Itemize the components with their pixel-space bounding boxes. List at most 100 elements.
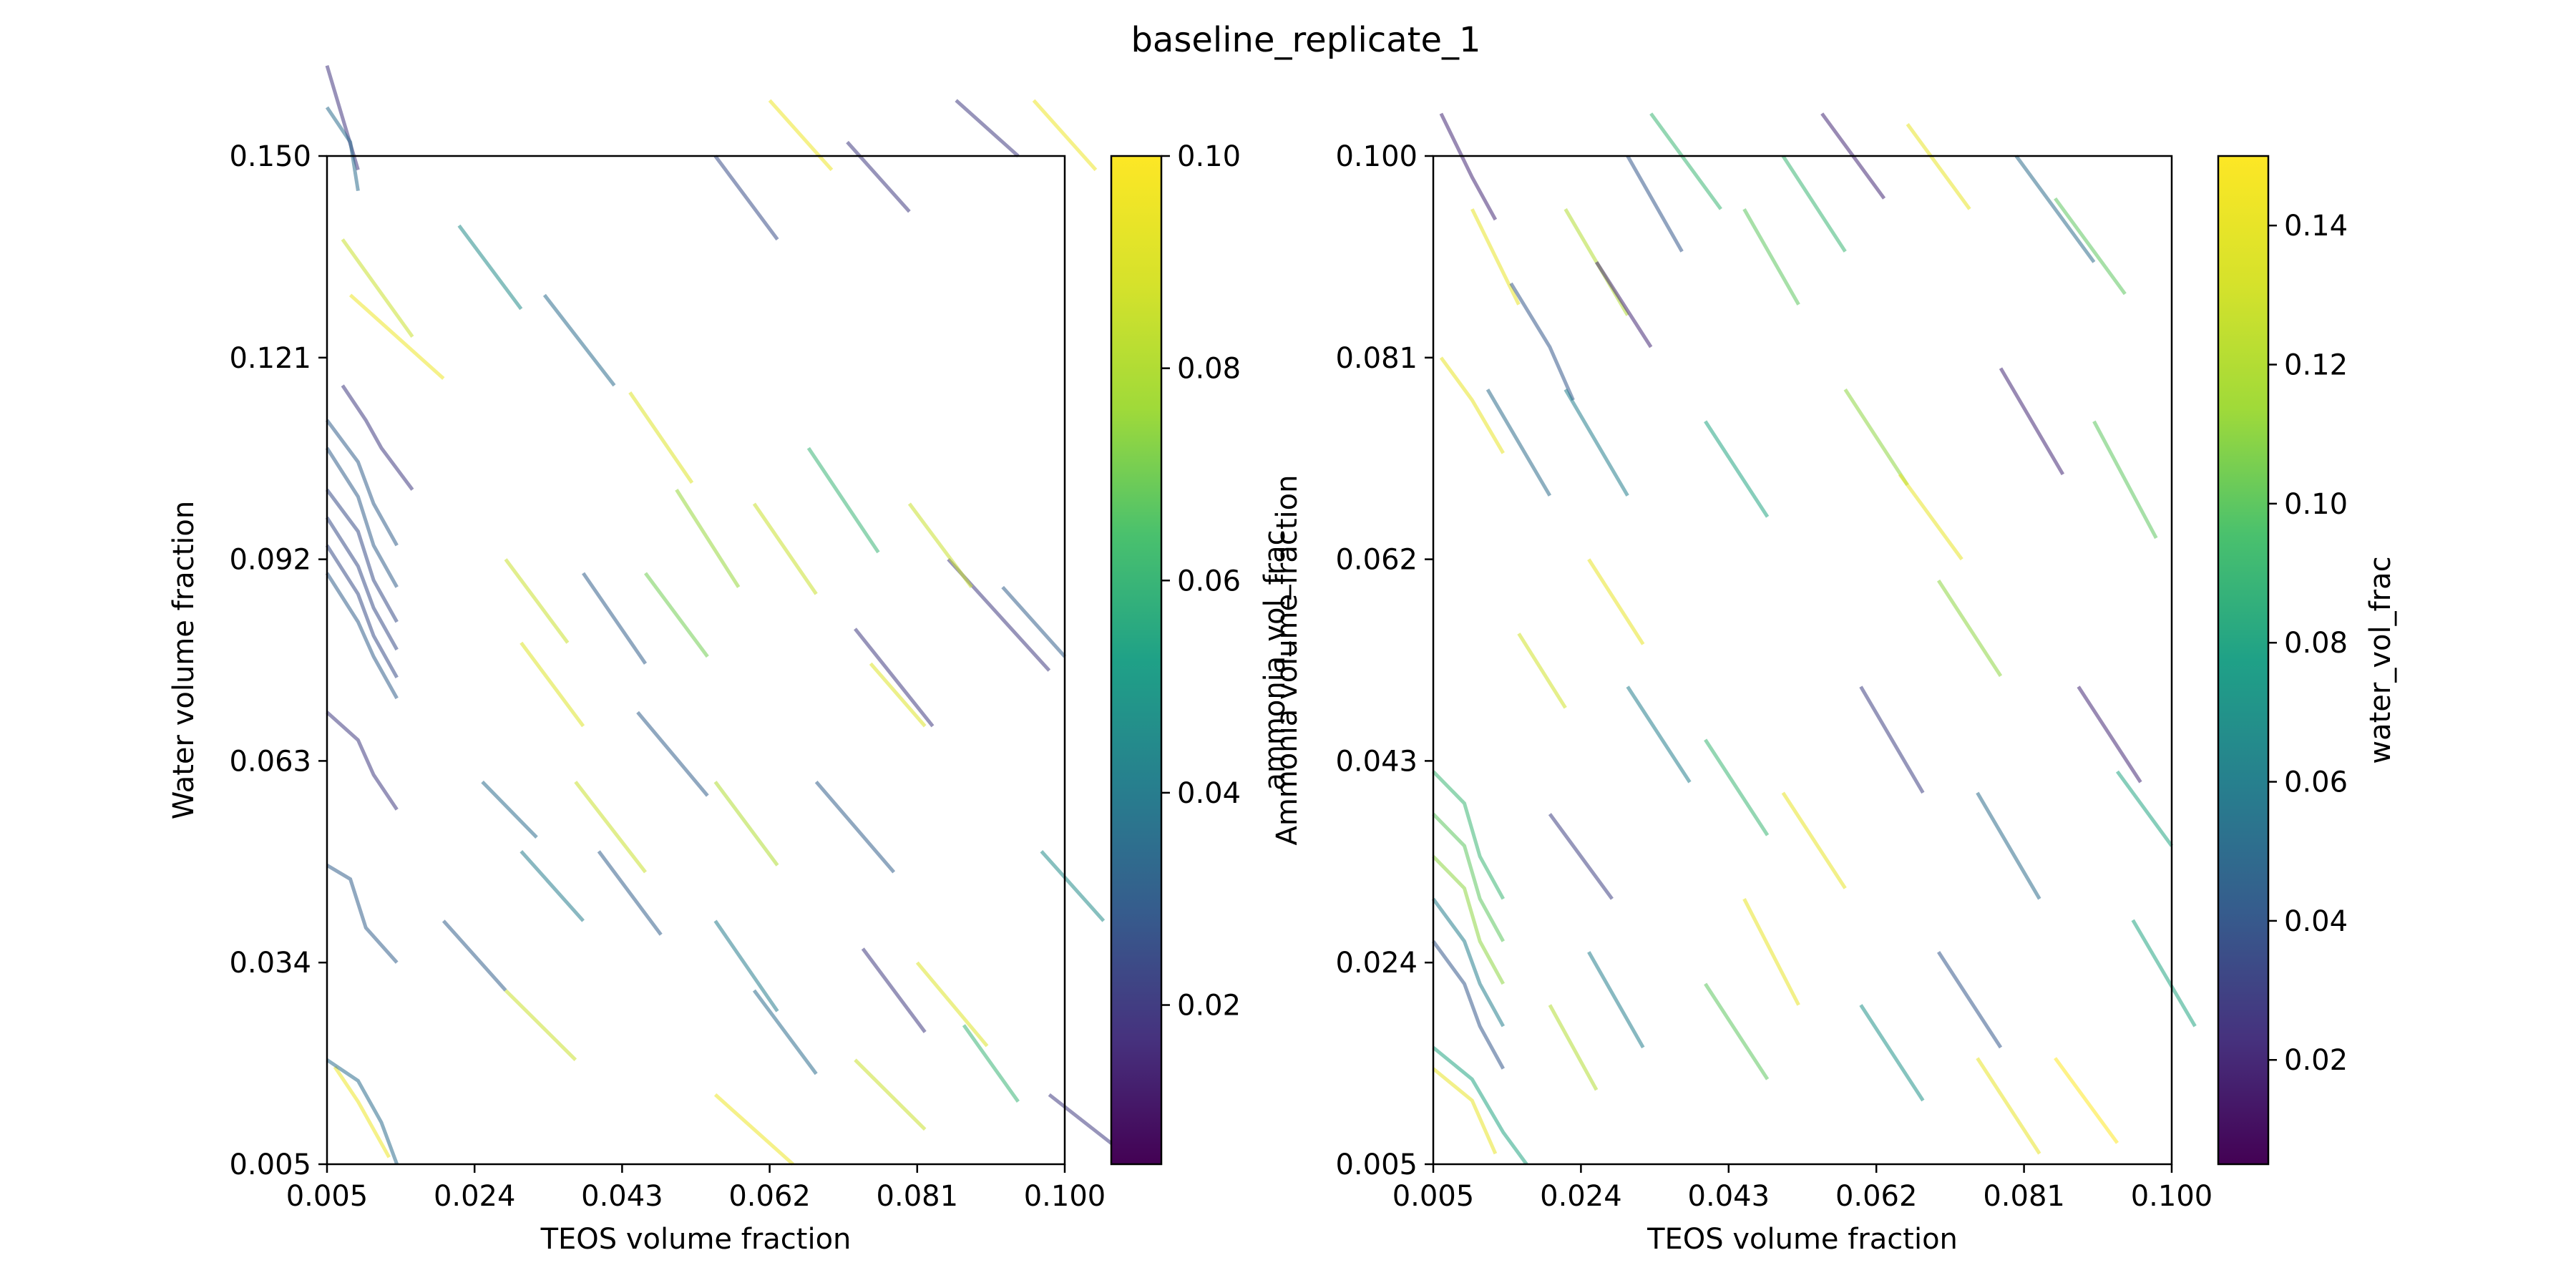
series-line-31 [2115, 770, 2174, 847]
series-line-20 [1999, 367, 2065, 476]
series-line-24 [806, 447, 880, 554]
series-line-28 [1937, 579, 2003, 678]
series-line-1 [1439, 112, 1498, 221]
series-line-52 [1040, 850, 1106, 922]
x-tick-label: 0.062 [728, 1180, 811, 1213]
series-line-43 [861, 947, 927, 1033]
series-line-10 [325, 544, 399, 679]
colorbar-tick-label: 0.06 [1177, 565, 1241, 597]
series-line-41 [1587, 951, 1645, 1049]
series-line-22 [1517, 633, 1567, 709]
series-line-5 [1509, 282, 1575, 401]
series-line-34 [1432, 855, 1505, 985]
series-line-36 [1431, 940, 1505, 1070]
figure-title: baseline_replicate_1 [1131, 20, 1480, 60]
panel-2: 0.005 0.024 0.043 0.062 0.081 0.100 0.005 0.024… [1271, 112, 2397, 1256]
colorbar-label: ammonia_vol_frac [1259, 530, 1292, 790]
series-line-48 [441, 919, 507, 992]
series-line-37 [1432, 1045, 1528, 1166]
series-line-53 [1048, 1093, 1113, 1145]
series-line-8 [1594, 260, 1653, 348]
colorbar-tick-label: 0.08 [1177, 353, 1241, 386]
series-line-34 [854, 628, 935, 728]
colorbar-tick-label: 0.02 [1177, 990, 1241, 1023]
x-tick-label: 0.043 [1688, 1180, 1770, 1213]
series-line-30 [519, 641, 585, 728]
series-line-16 [457, 224, 523, 311]
series-line-22 [955, 99, 1020, 157]
series-line-38 [1432, 1067, 1498, 1155]
series-line-30 [2077, 686, 2142, 784]
series-line-42 [1704, 982, 1770, 1080]
series-line-45 [1937, 951, 2003, 1049]
x-tick-label: 0.005 [286, 1180, 369, 1213]
series-group [1431, 112, 2197, 1166]
series-line-35 [869, 662, 927, 728]
series-line-29 [504, 558, 570, 644]
colorbar-tick-label: 0.10 [1177, 140, 1241, 173]
x-tick-label: 0.081 [877, 1180, 959, 1213]
series-line-47 [2054, 1057, 2119, 1144]
series-line-21 [2092, 420, 2158, 540]
colorbar-tick-label: 0.06 [2284, 766, 2348, 799]
y-tick-label: 0.034 [229, 947, 311, 980]
colorbar-tick-label: 0.08 [2284, 627, 2348, 660]
x-tick-label: 0.081 [1983, 1180, 2065, 1213]
series-line-17 [1704, 420, 1770, 518]
y-tick-label: 0.121 [229, 342, 311, 375]
colorbar [2217, 155, 2270, 1166]
series-line-18 [628, 391, 694, 484]
series-line-43 [1742, 898, 1800, 1006]
series-line-20 [768, 99, 834, 172]
series-line-40 [597, 850, 663, 936]
series-line-45 [962, 1024, 1020, 1103]
series-line-4 [1485, 389, 1552, 497]
series-line-51 [519, 850, 585, 922]
y-tick-label: 0.150 [229, 140, 311, 173]
series-line-11 [325, 572, 399, 700]
series-line-36 [814, 780, 896, 874]
series-line-39 [1548, 813, 1614, 900]
series-line-17 [542, 293, 616, 387]
series-line-46 [1976, 1057, 2041, 1155]
series-line-26 [1781, 791, 1847, 889]
colorbar-tick-label: 0.14 [2284, 210, 2348, 243]
series-line-39 [574, 781, 647, 874]
x-tick-label: 0.043 [581, 1180, 663, 1213]
series-line-47 [713, 1093, 794, 1166]
series-line-44 [1859, 1004, 1925, 1102]
series-line-28 [582, 572, 648, 665]
series-line-27 [1859, 686, 1925, 794]
x-tick-label: 0.005 [1392, 1180, 1475, 1213]
colorbar-tick-label: 0.10 [2284, 488, 2348, 521]
series-line-2 [325, 106, 360, 191]
series-line-14 [2014, 155, 2096, 263]
series-line-26 [675, 489, 741, 588]
series-line-6 [325, 419, 399, 547]
series-line-8 [325, 488, 399, 623]
y-axis-label: Ammonia volume fraction [1271, 474, 1304, 845]
series-line-3 [341, 238, 414, 338]
series-line-42 [752, 989, 818, 1075]
plot-frame [1432, 155, 2173, 1166]
colorbar-tick-label: 0.12 [2284, 349, 2348, 382]
series-line-32 [1432, 770, 1505, 900]
y-tick-label: 0.005 [1335, 1148, 1418, 1181]
series-line-9 [1649, 112, 1722, 210]
series-line-33 [1432, 812, 1505, 942]
series-line-3 [1439, 356, 1505, 454]
series-line-5 [341, 384, 414, 491]
colorbar-tick-label: 0.04 [1177, 777, 1241, 810]
series-line-35 [1431, 897, 1505, 1028]
series-line-23 [1587, 558, 1645, 645]
series-line-25 [1704, 738, 1770, 836]
series-line-49 [504, 989, 577, 1061]
colorbar-tick-label: 0.02 [2284, 1044, 2348, 1077]
series-line-13 [326, 864, 399, 964]
series-group [325, 64, 1113, 1166]
series-line-38 [636, 711, 709, 797]
series-line-15 [326, 1058, 399, 1165]
y-tick-label: 0.081 [1335, 342, 1418, 375]
series-line-19 [1898, 473, 1963, 561]
